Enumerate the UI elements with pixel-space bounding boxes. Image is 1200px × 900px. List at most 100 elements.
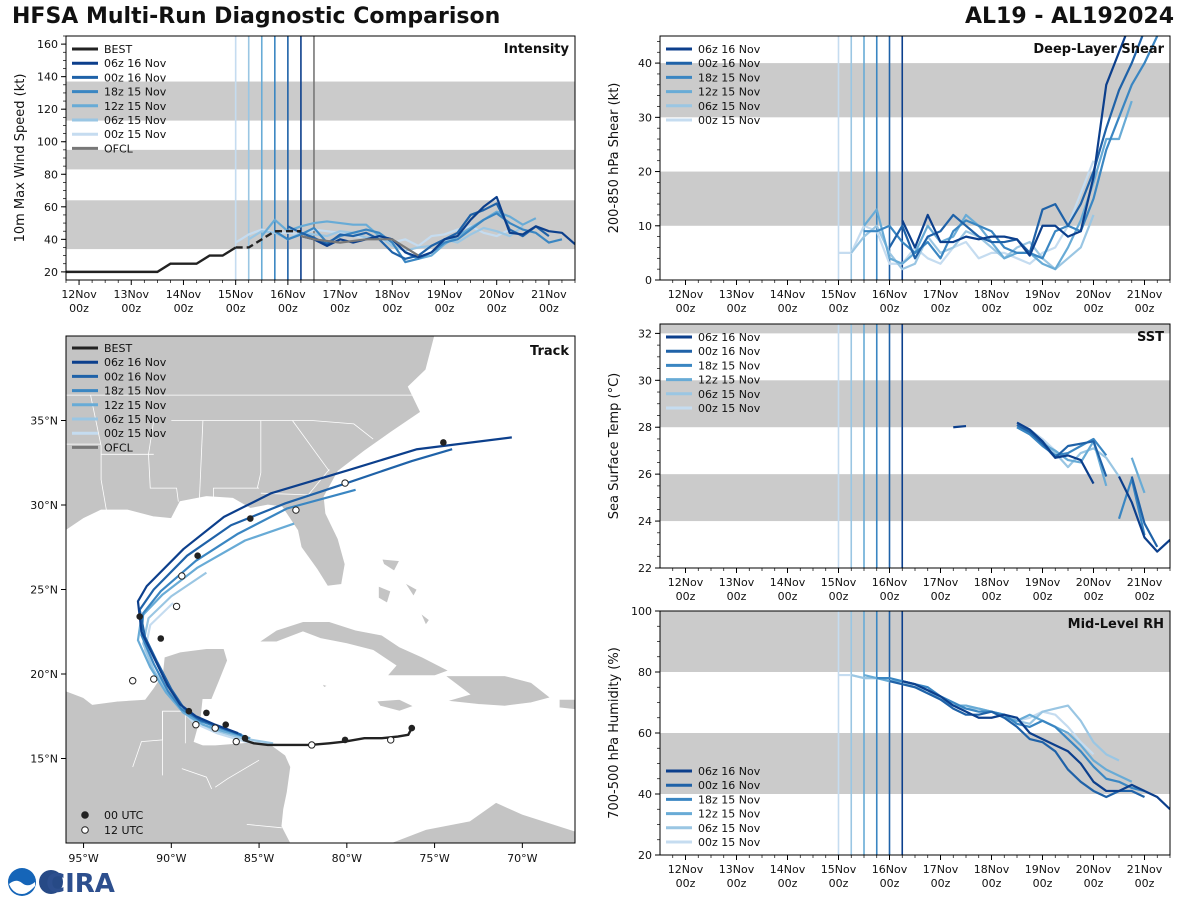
cira-globe-icon xyxy=(39,870,63,894)
rh-ylabel: 700-500 hPa Humidity (%) xyxy=(607,647,622,819)
intensity-xtick-hour: 00z xyxy=(174,302,194,315)
rh-ytick-label: 20 xyxy=(638,849,652,862)
land-polygon-10 xyxy=(321,683,329,689)
intensity-ytick-label: 40 xyxy=(44,233,58,246)
track-point-12utc xyxy=(172,602,181,611)
track-xtick-label: 95°W xyxy=(68,852,98,865)
sst-ytick-label: 24 xyxy=(638,515,652,528)
shear-ytick-label: 20 xyxy=(638,166,652,179)
shear-title: Deep-Layer Shear xyxy=(1033,42,1164,57)
rh-plot-area xyxy=(837,611,1170,855)
intensity-legend-label: 00z 16 Nov xyxy=(104,71,167,84)
intensity-panel: 2040608010012014016012Nov00z13Nov00z14No… xyxy=(13,35,576,315)
intensity-xtick-hour: 00z xyxy=(226,302,246,315)
shear-xtick-hour: 00z xyxy=(931,302,951,315)
track-point-12utc xyxy=(128,677,137,685)
shear-panel: 01020304012Nov00z13Nov00z14Nov00z15Nov00… xyxy=(607,35,1171,315)
sst-series-18z-15-Nov-0 xyxy=(1016,426,1108,457)
shear-ytick-label: 10 xyxy=(638,220,652,233)
sst-legend-label: 00z 15 Nov xyxy=(698,402,761,415)
intensity-xtick-day: 19Nov xyxy=(427,288,463,301)
track-point-00utc xyxy=(203,709,210,717)
track-point-12utc xyxy=(211,724,219,732)
shear-xtick-day: 21Nov xyxy=(1127,288,1163,301)
track-xtick-label: 90°W xyxy=(156,852,186,865)
border-line-15 xyxy=(214,759,260,788)
rh-ytick-label: 60 xyxy=(638,727,652,740)
rh-xtick-hour: 00z xyxy=(1135,877,1155,890)
track-xtick-label: 85°W xyxy=(244,852,274,865)
sst-panel: 22242628303212Nov00z13Nov00z14Nov00z15No… xyxy=(607,323,1171,603)
track-legend-label: 18z 15 Nov xyxy=(104,385,167,398)
track-xtick-label: 70°W xyxy=(507,852,537,865)
rh-xtick-day: 21Nov xyxy=(1127,863,1163,876)
intensity-legend-label: 06z 16 Nov xyxy=(104,57,167,70)
land-polygon-9 xyxy=(390,801,575,843)
shear-legend-label: 06z 16 Nov xyxy=(698,43,761,56)
track-ytick-label: 30°N xyxy=(30,499,58,512)
track-legend-label: 06z 15 Nov xyxy=(104,413,167,426)
rh-series-06z-16-Nov-0 xyxy=(901,680,1170,811)
intensity-xtick-hour: 00z xyxy=(69,302,89,315)
sst-xtick-hour: 00z xyxy=(931,590,951,603)
shear-legend-label: 18z 15 Nov xyxy=(698,71,761,84)
shear-xtick-day: 12Nov xyxy=(668,288,704,301)
track-legend-label: 00z 16 Nov xyxy=(104,370,167,383)
track-point-00utc xyxy=(341,736,349,744)
land-polygon-1 xyxy=(257,621,450,677)
track-point-00utc xyxy=(185,707,193,715)
sst-xtick-hour: 00z xyxy=(829,590,849,603)
intensity-best-track-dashed xyxy=(235,229,301,249)
intensity-legend-label: BEST xyxy=(104,43,132,56)
intensity-plot-area xyxy=(66,36,575,280)
land-polygon-6 xyxy=(378,585,392,604)
rh-legend-label: 06z 16 Nov xyxy=(698,765,761,778)
intensity-xtick-day: 14Nov xyxy=(166,288,202,301)
border-line-2 xyxy=(148,420,179,502)
sst-xtick-hour: 00z xyxy=(982,590,1002,603)
shear-xtick-day: 13Nov xyxy=(719,288,755,301)
rh-series-18z-15-Nov-0 xyxy=(876,676,1145,793)
rh-ytick-label: 80 xyxy=(638,666,652,679)
sst-xtick-hour: 00z xyxy=(880,590,900,603)
intensity-legend-label: 12z 15 Nov xyxy=(104,100,167,113)
border-line-7 xyxy=(213,487,260,500)
sst-series-06z-16-Nov-0 xyxy=(953,424,967,429)
intensity-xtick-day: 17Nov xyxy=(322,288,358,301)
track-legend-label: OFCL xyxy=(104,441,134,454)
rh-xtick-day: 13Nov xyxy=(719,863,755,876)
track-series-06z-15-Nov xyxy=(142,571,274,745)
rh-xtick-hour: 00z xyxy=(829,877,849,890)
cira-logo-text: CIRA xyxy=(46,869,115,898)
track-point-00utc xyxy=(246,515,254,522)
border-line-0 xyxy=(256,420,262,489)
figure-title: HFSA Multi-Run Diagnostic Comparison xyxy=(12,4,501,29)
rh-xtick-hour: 00z xyxy=(778,877,798,890)
sst-xtick-hour: 00z xyxy=(1135,590,1155,603)
sst-ytick-label: 26 xyxy=(638,468,652,481)
shear-ytick-label: 40 xyxy=(638,57,652,70)
track-point-12utc xyxy=(178,572,186,580)
intensity-ytick-label: 80 xyxy=(44,168,58,181)
track-point-12utc xyxy=(387,736,395,744)
rh-legend-label: 00z 16 Nov xyxy=(698,779,761,792)
sst-xtick-day: 18Nov xyxy=(974,576,1010,589)
track-map-area xyxy=(66,336,575,843)
track-xtick-label: 80°W xyxy=(332,852,362,865)
rh-xtick-hour: 00z xyxy=(727,877,747,890)
sst-xtick-day: 15Nov xyxy=(821,576,857,589)
rh-series-00z-16-Nov-0 xyxy=(889,680,1145,799)
intensity-xtick-hour: 00z xyxy=(539,302,559,315)
intensity-ytick-label: 100 xyxy=(37,136,58,149)
intensity-ytick-label: 20 xyxy=(44,266,58,279)
sst-xtick-day: 13Nov xyxy=(719,576,755,589)
rh-xtick-day: 18Nov xyxy=(974,863,1010,876)
sst-xtick-hour: 00z xyxy=(778,590,798,603)
intensity-ylabel: 10m Max Wind Speed (kt) xyxy=(13,74,28,243)
sst-xtick-hour: 00z xyxy=(727,590,747,603)
rh-xtick-day: 19Nov xyxy=(1025,863,1061,876)
track-point-12utc xyxy=(192,721,200,729)
track-point-12utc xyxy=(150,675,158,683)
rh-ytick-label: 40 xyxy=(638,788,652,801)
